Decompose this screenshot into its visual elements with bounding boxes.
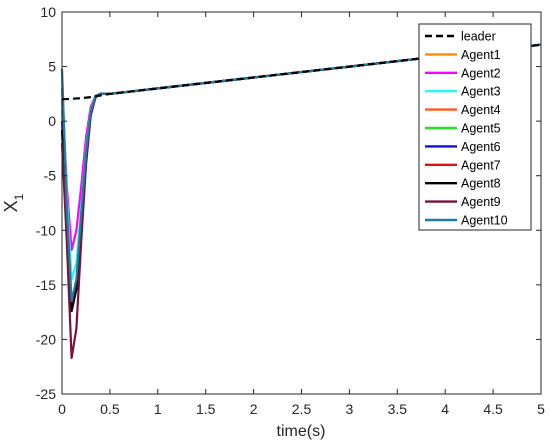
legend-items: leader Agent1 Agent2 Agent3 Agent4 Agent5 Agen… [425,30,508,228]
y-axis-label-subscript: 1 [12,193,26,200]
y-tick-label: -20 [36,331,56,347]
x-tick-label: 0.5 [100,401,120,417]
legend-label: Agent6 [461,140,501,154]
legend-label: Agent10 [461,214,508,228]
legend-label: Agent8 [461,177,501,191]
svg-text:X1: X1 [1,193,26,212]
x-tick-label: 5 [537,401,545,417]
legend-label: Agent9 [461,195,501,209]
legend-item-agent8: Agent8 [425,177,501,191]
x-tick-label: 2 [250,401,258,417]
legend-label: Agent7 [461,158,501,172]
legend-item-leader: leader [425,30,496,44]
x-axis-label: time(s) [277,423,326,440]
legend-label: leader [461,30,496,44]
y-tick-label: -10 [36,222,56,238]
y-axis-label: X1 [1,193,26,212]
y-tick-label: 5 [48,59,56,75]
x-tick-label: 1.5 [196,401,216,417]
legend-item-agent7: Agent7 [425,158,501,172]
x-tick-label: 3.5 [388,401,408,417]
x-tick-label: 3 [346,401,354,417]
y-tick-label: -5 [44,168,57,184]
legend-item-agent4: Agent4 [425,103,501,117]
y-tick-label: -25 [36,386,56,402]
y-tick-label: -15 [36,277,56,293]
x-tick-label: 2.5 [292,401,312,417]
y-ticks: -25 -20 -15 -10 -5 0 5 10 [36,4,541,402]
x-ticks: 0 0.5 1 1.5 2 2.5 3 3.5 4 4.5 5 [58,12,545,417]
legend-item-agent5: Agent5 [425,122,501,136]
legend-label: Agent1 [461,48,501,62]
legend-item-agent6: Agent6 [425,140,501,154]
legend-item-agent9: Agent9 [425,195,501,209]
y-tick-label: 0 [48,113,56,129]
legend-item-agent1: Agent1 [425,48,501,62]
x-tick-label: 4.5 [483,401,503,417]
y-axis-label-main: X [1,200,21,212]
legend-label: Agent5 [461,122,501,136]
x-tick-label: 1 [154,401,162,417]
legend: leader Agent1 Agent2 Agent3 Agent4 Agent5 Agen… [418,23,532,231]
legend-item-agent10: Agent10 [425,214,508,228]
legend-item-agent2: Agent2 [425,66,501,80]
legend-item-agent3: Agent3 [425,85,501,99]
legend-label: Agent3 [461,85,501,99]
y-tick-label: 10 [40,4,56,20]
legend-label: Agent2 [461,66,501,80]
x-tick-label: 0 [58,401,66,417]
legend-label: Agent4 [461,103,501,117]
x-tick-label: 4 [441,401,449,417]
